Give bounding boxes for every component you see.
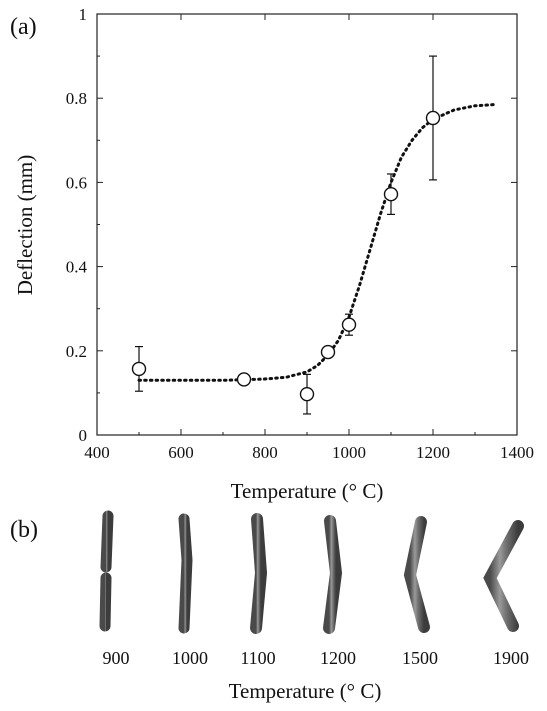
data-point-1000 (341, 317, 357, 332)
specimen-rod-1100 (250, 513, 268, 634)
specimen-rod-900 (99, 510, 114, 632)
data-point-950 (320, 344, 336, 360)
photo-x-axis-title: Temperature (° C) (229, 679, 382, 703)
x-axis-title: Temperature (° C) (231, 479, 384, 503)
x-tick-label-600: 600 (168, 443, 194, 462)
fit-curve (137, 103, 498, 382)
specimen-rod-1500 (403, 516, 430, 633)
data-point-1200 (425, 110, 441, 126)
panel-b-label: (b) (10, 517, 38, 543)
data-point-500 (131, 361, 147, 377)
y-tick-label-0: 0 (79, 426, 88, 445)
y-tick-label-0.4: 0.4 (66, 258, 88, 277)
data-point-1100 (383, 186, 399, 202)
specimen-rod-1900 (483, 520, 524, 632)
plot-frame (96, 13, 518, 436)
y-tick-label-0.8: 0.8 (66, 89, 87, 108)
y-tick-label-1: 1 (79, 5, 88, 24)
temp-label-1900: 1900 (493, 648, 529, 668)
y-axis-ticks: 0 0.2 0.4 0.6 0.8 1 (66, 5, 517, 445)
x-tick-label-800: 800 (252, 443, 278, 462)
y-axis-title: Deflection (mm) (13, 155, 37, 296)
temp-label-1100: 1100 (240, 648, 275, 668)
temp-label-900: 900 (103, 648, 130, 668)
x-axis-ticks: 400 600 800 1000 1200 1400 (84, 14, 534, 462)
x-tick-label-1200: 1200 (416, 443, 450, 462)
data-point-900 (299, 386, 315, 402)
x-tick-label-1400: 1400 (500, 443, 534, 462)
temp-label-1500: 1500 (402, 648, 438, 668)
y-tick-label-0.6: 0.6 (66, 173, 87, 192)
fit-curve-layer (137, 103, 498, 382)
data-point-750 (236, 372, 252, 387)
x-tick-label-1000: 1000 (332, 443, 366, 462)
x-tick-label-400: 400 (84, 443, 110, 462)
specimen-rod-1000 (178, 513, 193, 634)
panel-a-label: (a) (10, 14, 37, 40)
temp-label-1000: 1000 (172, 648, 208, 668)
specimen-temperature-labels: 900 1000 1100 1200 1500 1900 (103, 648, 530, 668)
specimen-rod-1200 (323, 515, 343, 634)
specimen-photos (99, 510, 524, 634)
data-point-layer (131, 110, 441, 402)
temp-label-1200: 1200 (320, 648, 356, 668)
y-tick-label-0.2: 0.2 (66, 342, 87, 361)
error-bar-layer (135, 55, 437, 415)
deflection-chart: 400 600 800 1000 1200 1400 0 0.2 0.4 0.6 0.8 1 (66, 5, 534, 462)
